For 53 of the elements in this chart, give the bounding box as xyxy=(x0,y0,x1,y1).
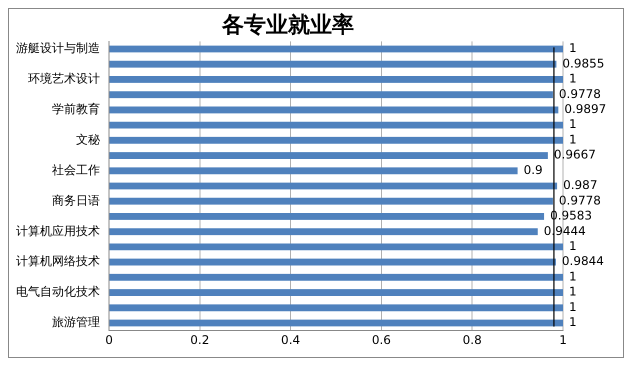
bar xyxy=(110,289,563,296)
bar xyxy=(110,106,558,114)
x-tick-label: 0.2 xyxy=(190,332,210,347)
bar xyxy=(110,304,563,312)
data-label: 1 xyxy=(569,72,577,86)
data-label: 0.9778 xyxy=(558,193,601,208)
data-label: 0.9844 xyxy=(562,254,604,268)
data-label: 1 xyxy=(569,300,577,314)
x-tick-label: 0.4 xyxy=(281,332,300,347)
y-tick-label: 旅游管理 xyxy=(52,315,100,330)
bar xyxy=(110,320,563,326)
bar xyxy=(110,258,556,266)
data-label: 1 xyxy=(569,132,577,146)
y-tick-label: 计算机网络技术 xyxy=(16,254,100,268)
data-label: 1 xyxy=(569,315,577,330)
data-label: 1 xyxy=(569,269,577,284)
data-label: 1 xyxy=(569,284,577,299)
bar xyxy=(110,91,553,98)
data-label: 1 xyxy=(569,239,577,254)
chart-title: 各专业就业率 xyxy=(221,12,354,38)
bar xyxy=(110,167,518,174)
x-tick-label: 0.8 xyxy=(462,332,482,347)
y-tick-label: 文秘 xyxy=(76,132,100,146)
x-tick-label: 1 xyxy=(559,332,567,347)
y-tick-label: 商务日语 xyxy=(52,193,100,208)
data-label: 1 xyxy=(569,41,577,56)
y-tick-label: 社会工作 xyxy=(52,162,100,177)
bar xyxy=(110,213,544,220)
x-tick-label: 0 xyxy=(105,332,113,347)
bar xyxy=(110,243,563,250)
bar xyxy=(110,76,563,83)
data-label: 0.987 xyxy=(563,178,598,192)
y-tick-label: 电气自动化技术 xyxy=(16,284,100,299)
bar xyxy=(110,60,556,68)
y-tick-label: 学前教育 xyxy=(52,102,100,116)
data-label: 0.9 xyxy=(524,162,543,177)
data-label: 0.9897 xyxy=(564,102,606,116)
bar xyxy=(110,46,563,52)
x-tick-label: 0.6 xyxy=(372,332,391,347)
data-label: 0.9855 xyxy=(562,56,604,70)
bar xyxy=(110,182,558,190)
bar xyxy=(110,122,563,129)
data-label: 0.9778 xyxy=(558,86,601,101)
bar xyxy=(110,152,548,159)
y-tick-label: 环境艺术设计 xyxy=(28,72,100,86)
bar xyxy=(110,274,563,281)
data-label: 1 xyxy=(569,117,577,132)
bar xyxy=(110,136,563,144)
y-tick-label: 计算机应用技术 xyxy=(16,224,100,238)
data-label: 0.9667 xyxy=(554,148,596,162)
bar xyxy=(110,228,538,236)
bar xyxy=(110,198,553,205)
y-tick-label: 游艇设计与制造 xyxy=(16,41,100,56)
